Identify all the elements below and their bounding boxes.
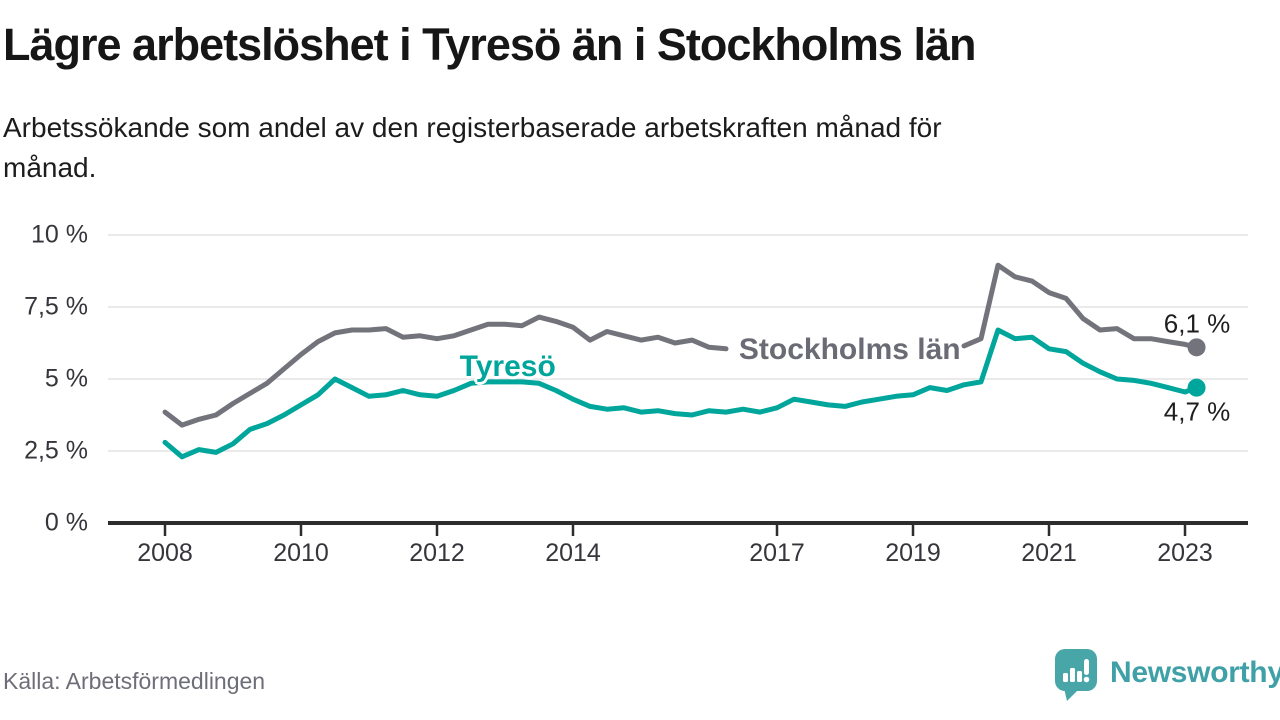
series-end-dot-stockholm (1187, 338, 1206, 357)
newsworthy-logo[interactable]: Newsworthy (1054, 648, 1280, 702)
page-subtitle: Arbetssökande som andel av den registerb… (3, 112, 942, 183)
source-note: Källa: Arbetsförmedlingen (3, 668, 266, 694)
series-line-stockholm (961, 262, 1200, 350)
newsworthy-logo-icon (1055, 649, 1097, 701)
series-end-dot-tyreso (1187, 378, 1206, 397)
page-title: Lägre arbetslöshet i Tyresö än i Stockho… (3, 19, 976, 70)
series-line-tyreso (162, 327, 1200, 460)
series-line-stockholm (162, 314, 729, 428)
newsworthy-wordmark: Newsworthy (1110, 656, 1280, 689)
chart-bars-icon (1063, 659, 1090, 683)
